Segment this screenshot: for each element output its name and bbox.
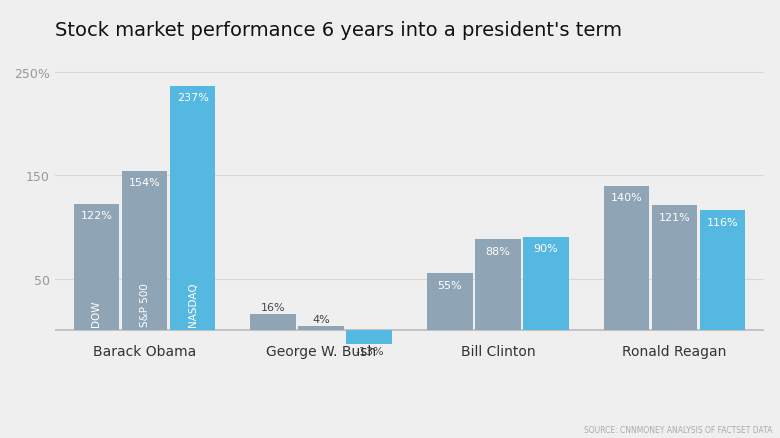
Bar xyxy=(299,326,344,330)
Bar xyxy=(250,314,296,330)
Text: 122%: 122% xyxy=(80,211,112,221)
Text: 237%: 237% xyxy=(177,93,208,102)
Text: 55%: 55% xyxy=(438,280,462,290)
Bar xyxy=(700,211,746,330)
Text: Ronald Reagan: Ronald Reagan xyxy=(622,345,727,359)
Bar xyxy=(523,238,569,330)
Bar xyxy=(652,206,697,330)
Text: S&P 500: S&P 500 xyxy=(140,283,150,326)
Text: 90%: 90% xyxy=(534,244,558,254)
Text: 140%: 140% xyxy=(611,192,642,202)
Text: 88%: 88% xyxy=(485,246,510,256)
Text: Barack Obama: Barack Obama xyxy=(93,345,196,359)
Text: NASDAQ: NASDAQ xyxy=(188,282,197,326)
Text: Bill Clinton: Bill Clinton xyxy=(460,345,535,359)
Text: George W. Bush: George W. Bush xyxy=(266,345,376,359)
Text: -13%: -13% xyxy=(355,346,384,356)
Bar xyxy=(604,186,649,330)
Bar xyxy=(73,205,119,330)
Text: DOW: DOW xyxy=(91,300,101,326)
Bar xyxy=(170,87,215,330)
Text: 116%: 116% xyxy=(707,217,739,227)
Bar xyxy=(427,274,473,330)
Text: 16%: 16% xyxy=(261,302,285,312)
Text: 4%: 4% xyxy=(312,314,330,324)
Text: Stock market performance 6 years into a president's term: Stock market performance 6 years into a … xyxy=(55,21,622,40)
Bar xyxy=(475,240,520,330)
Bar xyxy=(122,172,167,330)
Text: 154%: 154% xyxy=(129,178,161,188)
Text: 121%: 121% xyxy=(658,212,690,222)
Bar xyxy=(346,330,392,344)
Text: SOURCE: CNNMONEY ANALYSIS OF FACTSET DATA: SOURCE: CNNMONEY ANALYSIS OF FACTSET DAT… xyxy=(583,424,772,434)
